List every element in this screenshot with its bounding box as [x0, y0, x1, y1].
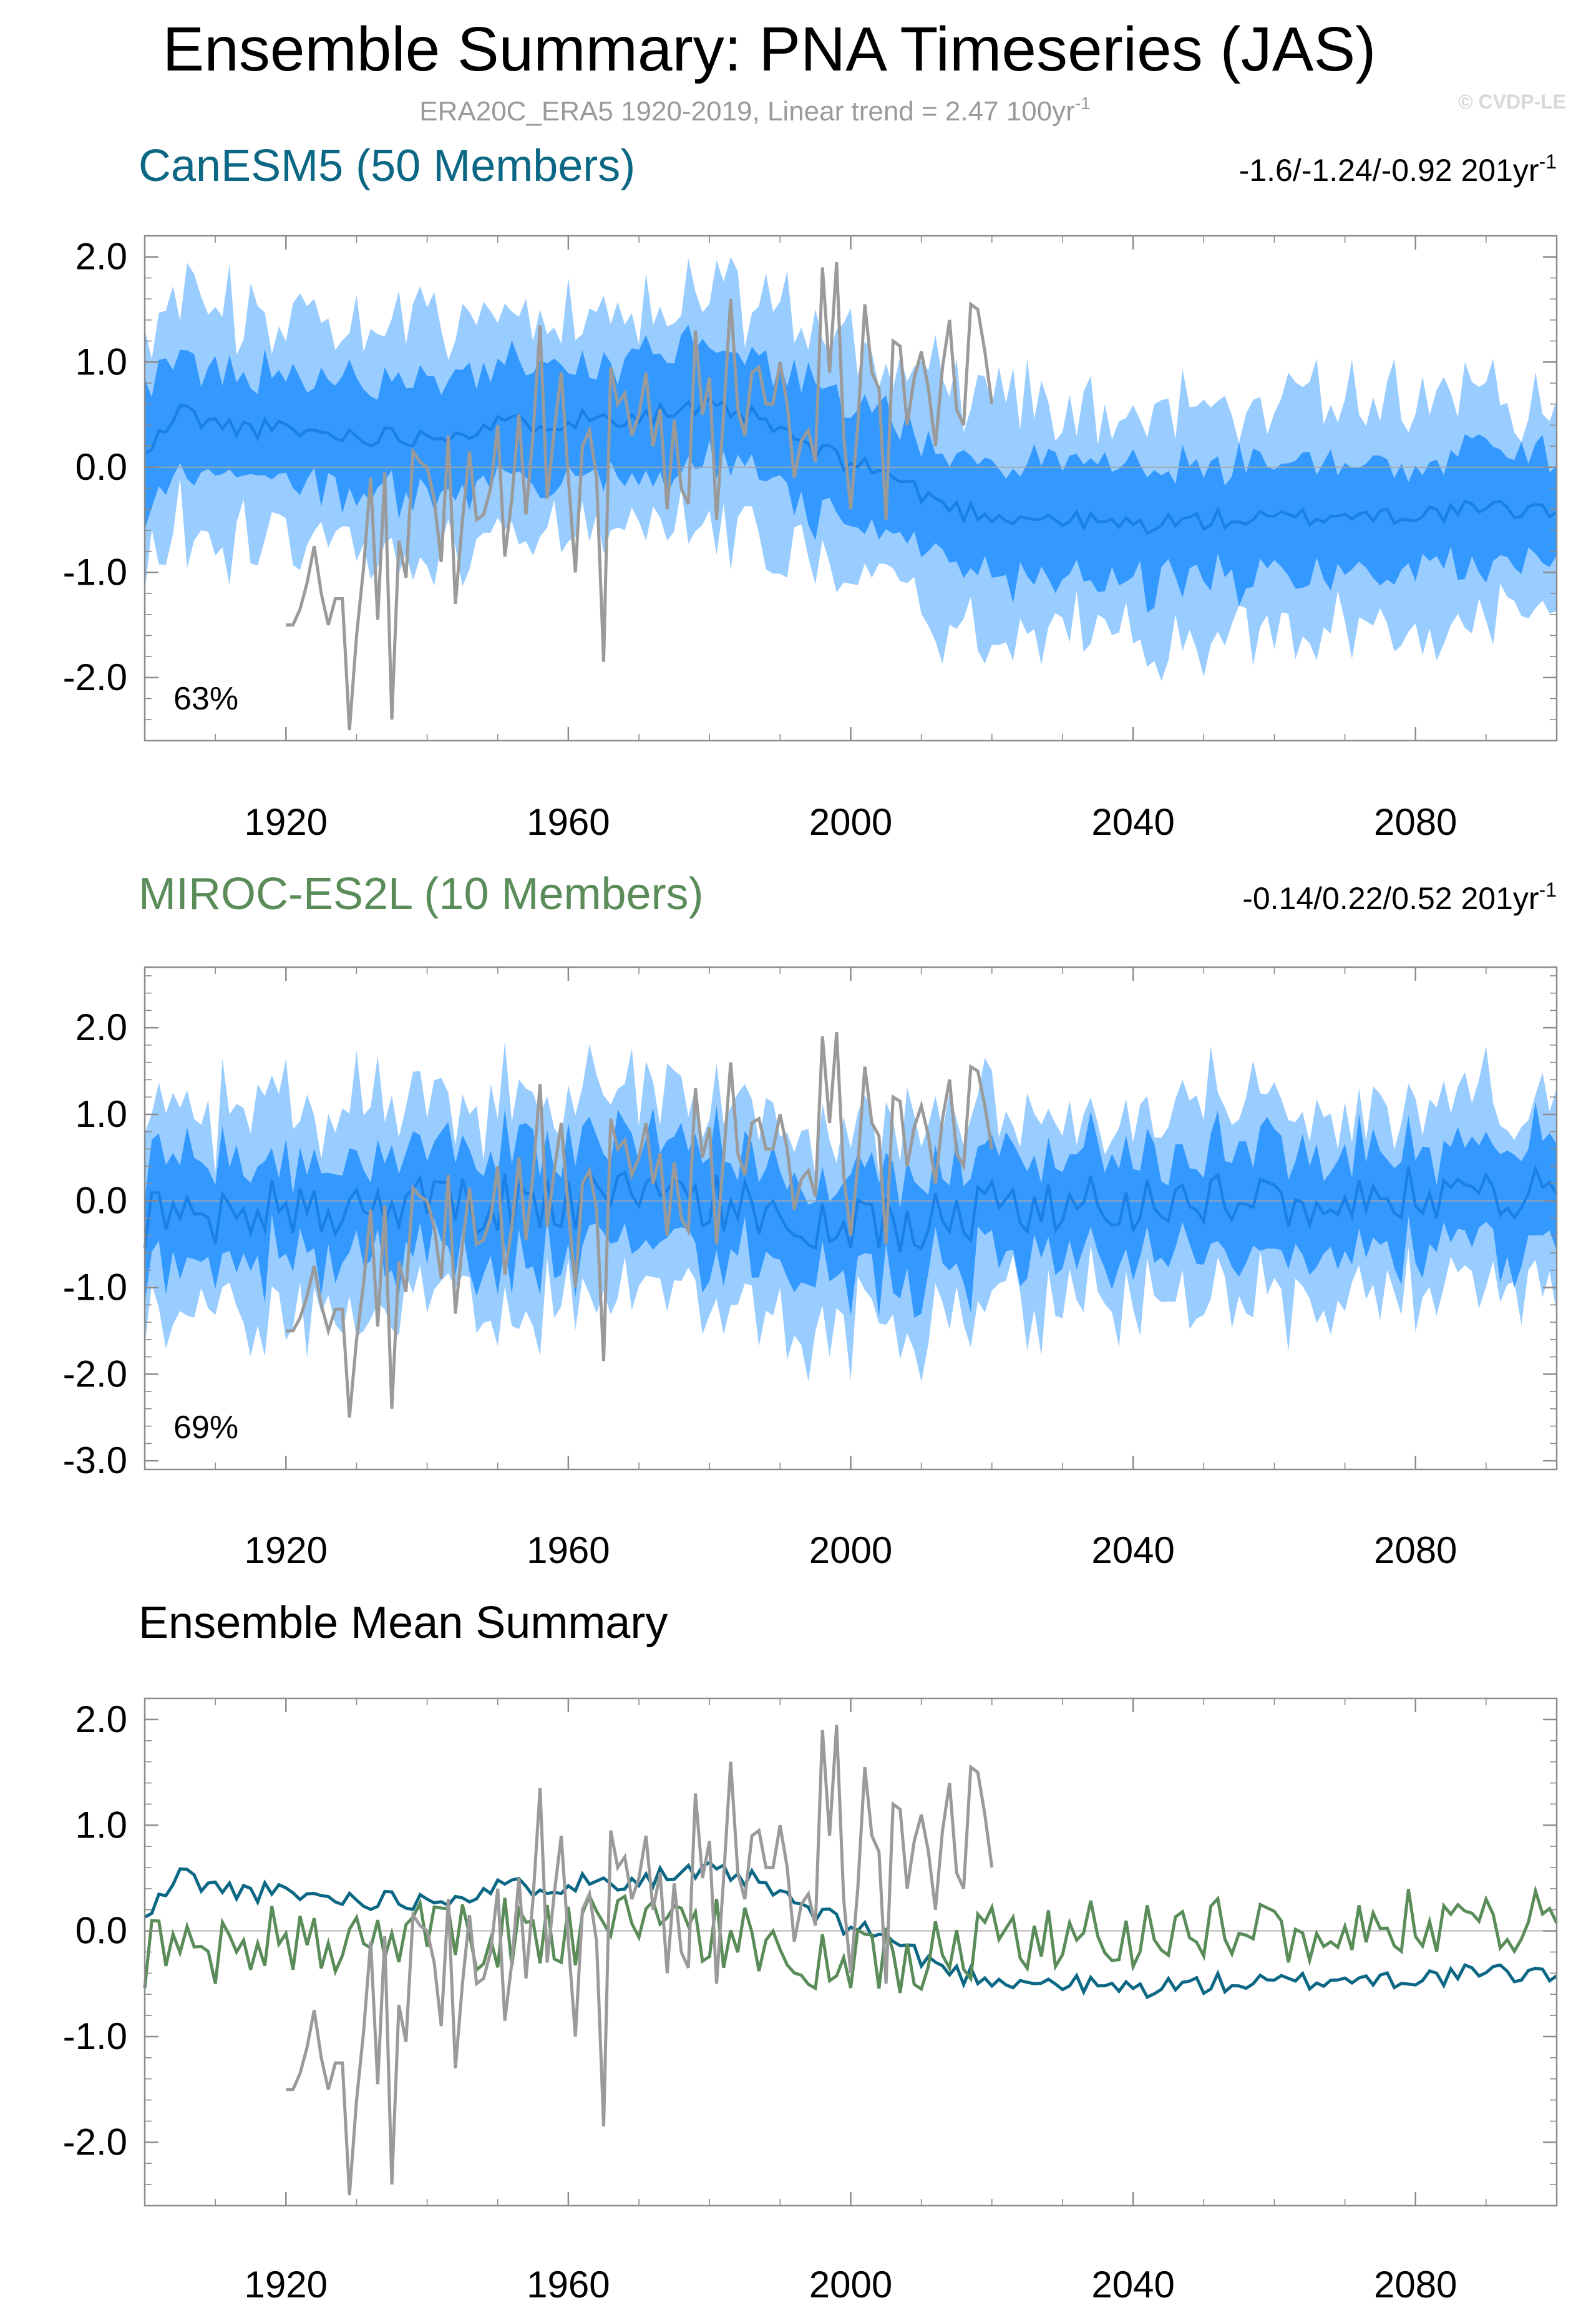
series-line-canesm5 — [144, 1860, 1558, 2000]
y-tick-label: -1.0 — [63, 551, 127, 593]
plot-area-canesm5: 2.0 1.0 0.0 -1.0 -2.0 1920 1960 2000 2040 2080 — [63, 235, 1558, 843]
inner-spread-band — [145, 324, 1557, 613]
y-tick-label: 2.0 — [75, 1698, 127, 1740]
y-tick-label: -2.0 — [63, 2121, 127, 2163]
x-tick-label: 2000 — [809, 801, 892, 843]
series-line-miroc — [143, 1885, 1559, 1994]
y-tick-label: -2.0 — [63, 1353, 127, 1395]
trend-sup-canesm5: -1 — [1539, 150, 1557, 173]
y-tick-label: -2.0 — [63, 656, 127, 698]
x-tick-label: 1960 — [527, 1529, 610, 1571]
panel-canesm5: CanESM5 (50 Members) -1.6/-1.24/-0.92 20… — [63, 141, 1558, 843]
ensemble-mean-line — [143, 1164, 1558, 1252]
figure-title: Ensemble Summary: PNA Timeseries (JAS) — [163, 14, 1376, 84]
panel-title-ens-mean: Ensemble Mean Summary — [139, 1598, 668, 1648]
trend-text-miroc: -0.14/0.22/0.52 201yr — [1242, 881, 1539, 916]
figure-subtitle: ERA20C_ERA5 1920-2019, Linear trend = 2.… — [419, 94, 1091, 127]
x-tick-label: 2080 — [1374, 801, 1457, 843]
x-tick-label: 1960 — [527, 801, 610, 843]
subtitle-text: ERA20C_ERA5 1920-2019, Linear trend = 2.… — [419, 96, 1075, 127]
panel-title-canesm5: CanESM5 (50 Members) — [139, 141, 635, 191]
x-tick-label: 2040 — [1091, 1529, 1174, 1571]
x-tick-label: 2000 — [809, 2264, 892, 2306]
x-tick-label: 1920 — [245, 801, 328, 843]
y-tick-label: -1.0 — [63, 2015, 127, 2057]
trend-text-canesm5: -1.6/-1.24/-0.92 201yr — [1239, 153, 1539, 188]
y-tick-label: 0.0 — [75, 1910, 127, 1952]
percent-label-canesm5: 63% — [173, 681, 238, 717]
watermark: © CVDP-LE — [1458, 90, 1566, 113]
percent-label-miroc: 69% — [173, 1410, 238, 1446]
y-tick-label: -1.0 — [63, 1267, 127, 1308]
observed-line — [286, 1031, 994, 1418]
x-tick-label: 1920 — [245, 2264, 328, 2306]
x-tick-label: 2000 — [809, 1529, 892, 1571]
x-tick-label: 2080 — [1374, 2264, 1457, 2306]
y-tick-label: 2.0 — [75, 1006, 127, 1048]
subtitle-superscript: -1 — [1075, 94, 1091, 113]
trend-label-miroc: -0.14/0.22/0.52 201yr-1 — [1242, 879, 1557, 916]
panel-ens-mean: Ensemble Mean Summary 2.0 1.0 0.0 -1.0 -2.0 1… — [63, 1598, 1559, 2306]
x-tick-label: 2080 — [1374, 1529, 1457, 1571]
y-tick-label: 1.0 — [75, 1804, 127, 1846]
panel-title-miroc: MIROC-ES2L (10 Members) — [139, 869, 704, 919]
plot-area-ens-mean: 2.0 1.0 0.0 -1.0 -2.0 1920 1960 2000 2040 2080 — [63, 1697, 1559, 2306]
y-tick-label: -3.0 — [63, 1439, 127, 1481]
y-tick-label: 2.0 — [75, 236, 127, 278]
inner-spread-band — [145, 1102, 1557, 1318]
y-tick-label: 1.0 — [75, 1093, 127, 1135]
panel-miroc: MIROC-ES2L (10 Members) -0.14/0.22/0.52 … — [63, 869, 1558, 1571]
plot-area-miroc: 2.0 1.0 0.0 -1.0 -2.0 -3.0 1920 1960 2000 2040 208… — [63, 966, 1558, 1571]
ensemble-mean-line — [144, 397, 1558, 535]
trend-sup-miroc: -1 — [1539, 879, 1557, 901]
x-tick-label: 1920 — [245, 1529, 328, 1571]
x-tick-label: 2040 — [1091, 801, 1174, 843]
observed-line — [286, 261, 994, 731]
trend-label-canesm5: -1.6/-1.24/-0.92 201yr-1 — [1239, 150, 1557, 188]
y-tick-label: 0.0 — [75, 1180, 127, 1222]
plot-frame — [144, 1697, 1558, 2207]
series-line-obs — [286, 1725, 994, 2196]
y-tick-label: 1.0 — [75, 341, 127, 382]
x-tick-label: 1960 — [527, 2264, 610, 2306]
x-tick-label: 2040 — [1091, 2264, 1174, 2306]
y-tick-label: 0.0 — [75, 446, 127, 488]
